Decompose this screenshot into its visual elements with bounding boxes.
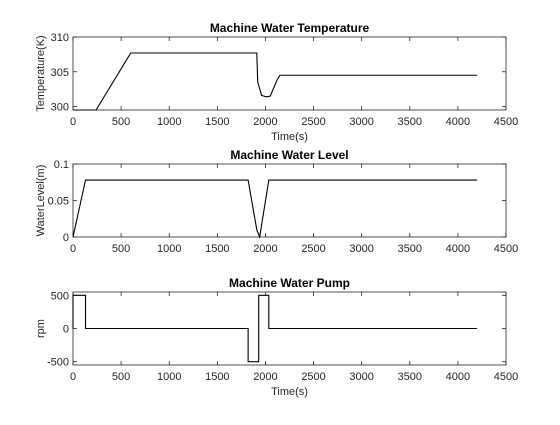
series-line-level [72, 179, 478, 240]
x-tick-label: 1500 [205, 371, 229, 383]
x-tick-label: 2500 [301, 116, 325, 128]
y-tick-label: 0.1 [54, 159, 69, 171]
subplot-temperature: 0 500 1000 1500 2000 2500 3000 3500 4000 4500 300 3… [35, 21, 518, 143]
y-tick-label: -500 [47, 357, 69, 369]
chart-title-level: Machine Water Level [230, 148, 348, 162]
x-tick-label: 2000 [253, 371, 277, 383]
x-tick-label: 4000 [446, 243, 470, 255]
axes-frame-temperature [72, 36, 507, 111]
y-tick-label: 0.05 [48, 196, 69, 208]
chart-title-temperature: Machine Water Temperature [210, 21, 370, 35]
x-tick-label: 3000 [349, 371, 373, 383]
x-tick-label: 4500 [494, 116, 518, 128]
x-tick-label: 1000 [157, 243, 181, 255]
series-line-temperature [73, 52, 478, 111]
series-line-pump [72, 294, 478, 363]
x-tick-label: 2000 [253, 243, 277, 255]
x-tick-label: 3500 [398, 116, 422, 128]
x-tick-label: 0 [70, 116, 76, 128]
y-axis-label-pump: rpm [35, 319, 47, 338]
x-axis-label-pump: Time(s) [271, 386, 308, 398]
x-tick-label: 3000 [349, 243, 373, 255]
x-tick-label: 3000 [349, 116, 373, 128]
subplot-level: 0 500 1000 1500 2000 2500 3000 3500 4000 4500 0 0.0… [35, 148, 518, 255]
x-tick-label: 0 [70, 371, 76, 383]
subplot-pump: 0 500 1000 1500 2000 2500 3000 3500 4000 4500 -500… [35, 276, 518, 398]
x-tick-label: 4000 [446, 116, 470, 128]
x-tick-label: 1500 [205, 243, 229, 255]
x-axis-label-temperature: Time(s) [271, 131, 308, 143]
x-tick-label: 1500 [205, 116, 229, 128]
x-tick-label: 500 [112, 243, 130, 255]
x-tick-label: 2500 [301, 243, 325, 255]
x-tick-label: 4000 [446, 371, 470, 383]
x-tick-label: 500 [112, 116, 130, 128]
x-tick-label: 4500 [494, 243, 518, 255]
y-tick-label: 500 [51, 290, 69, 302]
y-tick-label: 310 [51, 32, 69, 44]
x-tick-label: 4500 [494, 371, 518, 383]
axes-frame-level [72, 163, 507, 238]
y-tick-label: 0 [63, 324, 69, 336]
x-tick-label: 3500 [398, 243, 422, 255]
x-tick-label: 2500 [301, 371, 325, 383]
x-tick-label: 1000 [157, 116, 181, 128]
x-tick-label: 0 [70, 243, 76, 255]
x-tick-label: 3500 [398, 371, 422, 383]
y-axis-label-temperature: Temperature(K) [35, 35, 47, 111]
y-tick-label: 305 [51, 67, 69, 79]
y-axis-label-level: WaterLevel(m) [35, 165, 47, 237]
chart-title-pump: Machine Water Pump [229, 276, 350, 290]
x-tick-label: 1000 [157, 371, 181, 383]
y-tick-label: 300 [51, 102, 69, 114]
y-tick-label: 0 [63, 232, 69, 244]
x-tick-label: 500 [112, 371, 130, 383]
x-tick-label: 2000 [253, 116, 277, 128]
